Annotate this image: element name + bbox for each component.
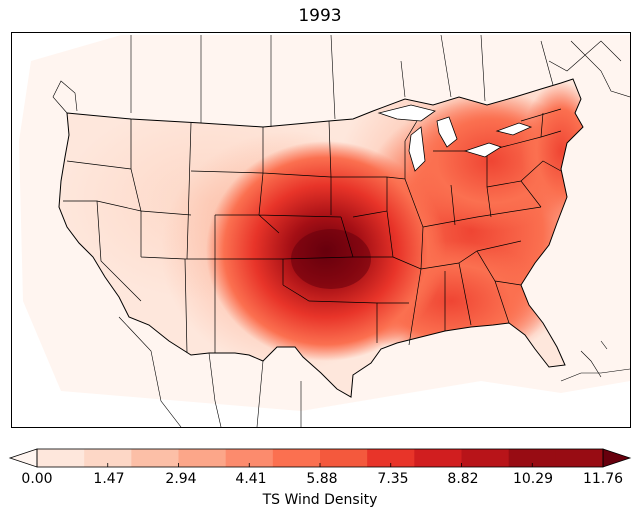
- colorbar-swatches: [8, 448, 632, 468]
- colorbar-swatch: [131, 449, 179, 467]
- colorbar-tick: 2.94: [165, 471, 197, 487]
- colorbar-swatch: [461, 449, 510, 467]
- density-field: [59, 79, 583, 397]
- colorbar-swatch: [508, 449, 557, 467]
- colorbar-swatch: [555, 449, 604, 467]
- colorbar-tick: 10.29: [512, 471, 554, 487]
- colorbar-swatch: [225, 449, 274, 467]
- colorbar-tick: 5.88: [306, 471, 338, 487]
- colorbar-tick: 1.47: [93, 471, 125, 487]
- neighbor-borders: [118, 34, 630, 427]
- colorbar-tick: 8.82: [447, 471, 479, 487]
- colorbar-swatch: [37, 449, 85, 467]
- colorbar-swatch: [84, 449, 132, 467]
- colorbar-extend-max: [602, 448, 632, 468]
- colorbar-tick: 0.00: [21, 471, 53, 487]
- colorbar-tick: 7.35: [377, 471, 409, 487]
- colorbar-label: TS Wind Density: [262, 492, 378, 508]
- colorbar-tick: 4.41: [235, 471, 267, 487]
- colorbar-swatch: [367, 449, 415, 467]
- colorbar-swatch: [414, 449, 462, 467]
- density-map: [12, 33, 630, 427]
- map-panel: [11, 32, 631, 428]
- colorbar: [0, 440, 640, 520]
- coastline: [52, 40, 622, 378]
- colorbar-swatch: [178, 449, 227, 467]
- great-lakes: [377, 104, 533, 172]
- colorbar-swatch: [272, 449, 321, 467]
- colorbar-extend-min: [8, 448, 38, 468]
- colorbar-tick: 11.76: [582, 471, 624, 487]
- colorbar-swatch: [320, 449, 368, 467]
- map-title: 1993: [298, 6, 342, 26]
